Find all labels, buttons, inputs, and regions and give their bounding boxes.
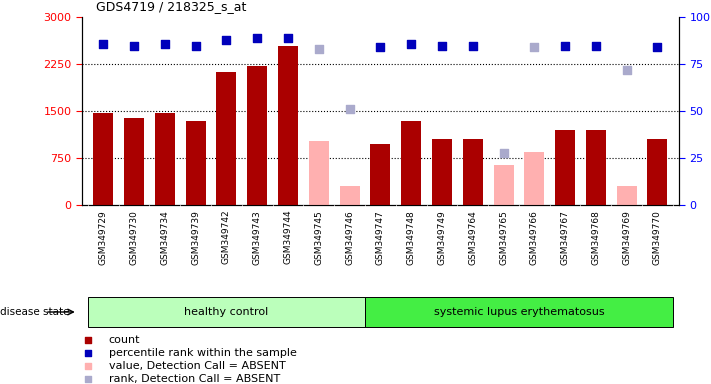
Bar — [616, 186, 636, 205]
Bar — [216, 73, 237, 205]
Text: GSM349745: GSM349745 — [314, 210, 324, 265]
Text: GSM349734: GSM349734 — [161, 210, 169, 265]
Text: disease state: disease state — [0, 307, 70, 317]
Bar — [586, 130, 606, 205]
Point — [129, 43, 140, 49]
Text: GSM349765: GSM349765 — [499, 210, 508, 265]
Point — [437, 43, 448, 49]
Text: GSM349769: GSM349769 — [622, 210, 631, 265]
Point — [405, 41, 417, 47]
Bar — [555, 130, 575, 205]
Point — [82, 350, 93, 356]
Text: percentile rank within the sample: percentile rank within the sample — [109, 348, 296, 358]
Text: GSM349767: GSM349767 — [560, 210, 570, 265]
Bar — [432, 139, 452, 205]
Text: count: count — [109, 335, 140, 345]
Text: GSM349742: GSM349742 — [222, 210, 231, 265]
Point — [467, 43, 479, 49]
Text: GSM349749: GSM349749 — [437, 210, 447, 265]
Point — [190, 43, 201, 49]
Bar — [186, 121, 205, 205]
Text: GSM349744: GSM349744 — [284, 210, 292, 265]
Point — [590, 43, 602, 49]
Text: value, Detection Call = ABSENT: value, Detection Call = ABSENT — [109, 361, 285, 371]
Text: GSM349770: GSM349770 — [653, 210, 662, 265]
Bar — [309, 141, 328, 205]
Bar — [365, 297, 673, 327]
Text: GSM349746: GSM349746 — [345, 210, 354, 265]
Text: GSM349764: GSM349764 — [469, 210, 477, 265]
Text: GSM349729: GSM349729 — [99, 210, 108, 265]
Bar — [278, 46, 298, 205]
Point — [82, 376, 93, 382]
Bar — [401, 121, 421, 205]
Bar — [370, 144, 390, 205]
Point — [82, 363, 93, 369]
Bar — [648, 139, 668, 205]
Text: GSM349739: GSM349739 — [191, 210, 201, 265]
Bar — [88, 297, 365, 327]
Text: GSM349743: GSM349743 — [252, 210, 262, 265]
Bar — [93, 113, 113, 205]
Bar — [155, 113, 175, 205]
Point — [221, 37, 232, 43]
Bar — [463, 139, 483, 205]
Bar — [493, 165, 513, 205]
Point — [560, 43, 571, 49]
Point — [313, 46, 324, 52]
Bar — [124, 118, 144, 205]
Text: GSM349747: GSM349747 — [376, 210, 385, 265]
Text: GDS4719 / 218325_s_at: GDS4719 / 218325_s_at — [96, 0, 246, 13]
Point — [282, 35, 294, 41]
Point — [528, 44, 540, 50]
Point — [344, 106, 356, 113]
Bar — [340, 186, 360, 205]
Point — [621, 67, 632, 73]
Bar — [524, 152, 545, 205]
Text: GSM349730: GSM349730 — [129, 210, 139, 265]
Point — [375, 44, 386, 50]
Text: GSM349766: GSM349766 — [530, 210, 539, 265]
Bar — [247, 66, 267, 205]
Text: GSM349768: GSM349768 — [592, 210, 600, 265]
Point — [159, 41, 171, 47]
Text: GSM349748: GSM349748 — [407, 210, 416, 265]
Point — [252, 35, 263, 41]
Text: healthy control: healthy control — [184, 307, 269, 317]
Text: systemic lupus erythematosus: systemic lupus erythematosus — [434, 307, 604, 317]
Point — [97, 41, 109, 47]
Text: rank, Detection Call = ABSENT: rank, Detection Call = ABSENT — [109, 374, 280, 384]
Point — [652, 44, 663, 50]
Point — [82, 337, 93, 343]
Point — [498, 150, 509, 156]
